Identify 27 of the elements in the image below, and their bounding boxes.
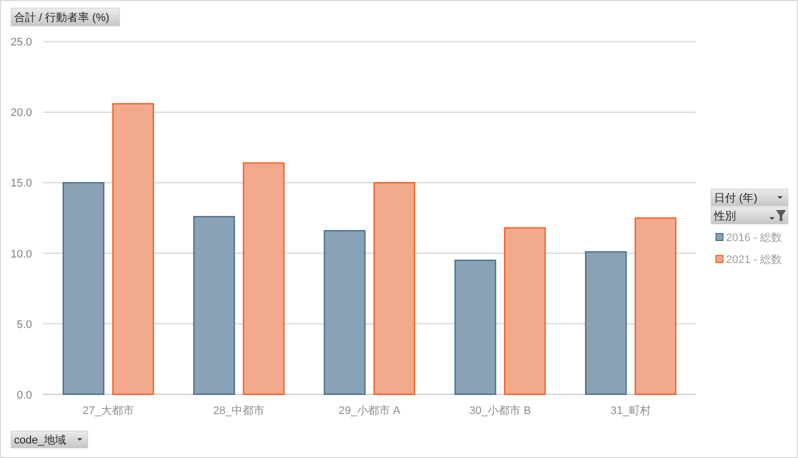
bar — [324, 230, 366, 395]
legend-label: 2016 - 総数 — [726, 232, 782, 244]
y-axis-title: 合計 / 行動者率 (%) — [14, 11, 110, 24]
y-tick-label: 0.0 — [16, 389, 32, 402]
bar — [112, 103, 154, 395]
bar — [193, 216, 235, 395]
bar — [62, 182, 104, 395]
bar — [242, 162, 285, 395]
y-tick-label: 10.0 — [10, 248, 32, 260]
text: 日付 (年) — [714, 192, 758, 204]
legend-label: 2021 - 総数 — [726, 254, 782, 266]
x-tick-label: 30_小都市 B — [469, 404, 531, 417]
x-tick-label: 27_大都市 — [82, 404, 134, 417]
x-tick-label: 29_小都市 A — [338, 404, 402, 417]
x-axis-title: code_地域 — [14, 434, 66, 446]
x-tick-label: 31_町村 — [610, 404, 651, 417]
bar — [373, 182, 416, 395]
text: 性別 — [713, 210, 736, 222]
y-tick-label: 20.0 — [10, 107, 32, 120]
y-tick-label: 25.0 — [10, 36, 32, 49]
bar — [634, 217, 676, 395]
bar — [454, 260, 496, 395]
y-tick-label: 15.0 — [10, 178, 32, 190]
bar — [584, 251, 627, 395]
y-tick-label: 5.0 — [16, 318, 32, 331]
x-tick-label: 28_中都市 — [213, 404, 265, 417]
bar — [504, 227, 546, 395]
